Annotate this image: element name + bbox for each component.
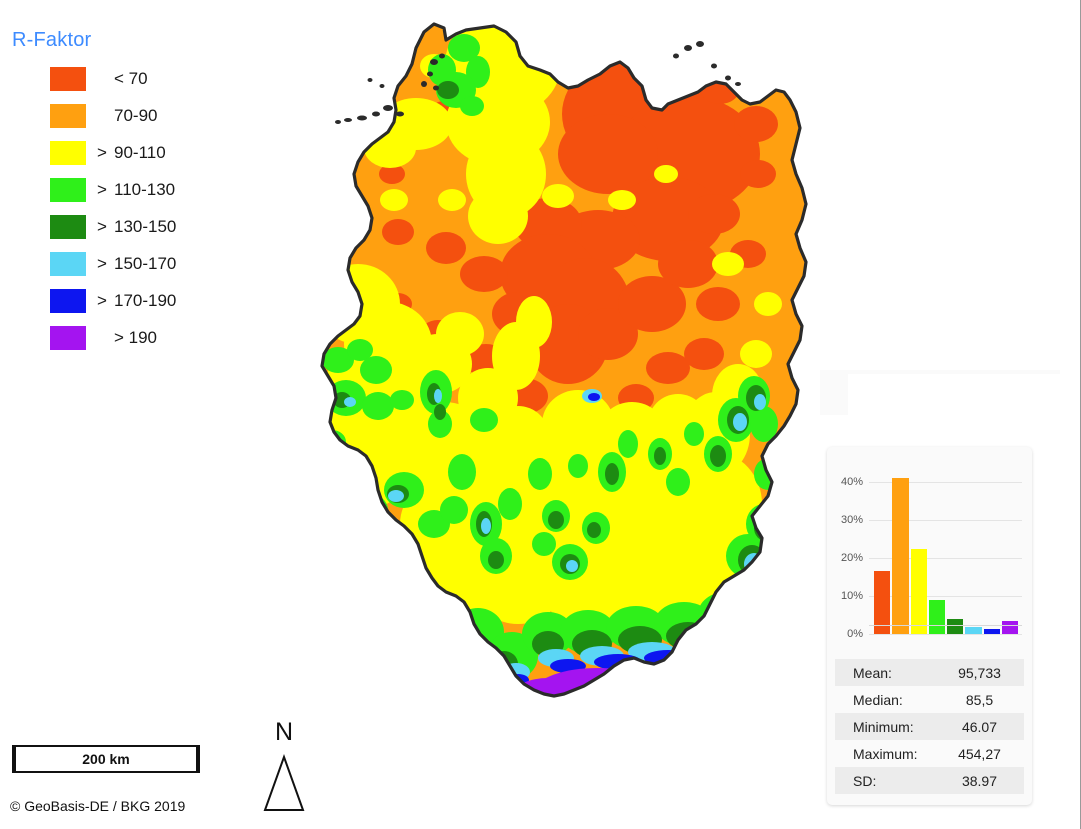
legend-item-label: 90-110 (114, 143, 166, 162)
scale-bar-label: 200 km (82, 751, 130, 767)
gridline (869, 520, 1022, 521)
legend-greater-than-symbol: > (97, 291, 107, 310)
legend-color-swatch (50, 178, 86, 202)
north-triangle-icon (263, 754, 305, 811)
histogram-bar[interactable] (910, 548, 927, 634)
legend-item[interactable]: >110-130 (10, 177, 225, 203)
legend-rows: < 70 70-90 >90-110 >110-130 >130-150 >150-170… (10, 66, 225, 351)
legend-item[interactable]: >90-110 (10, 140, 225, 166)
histogram-bars (874, 463, 1018, 634)
histogram-bar[interactable] (983, 629, 1000, 634)
legend-item-label: 150-170 (114, 254, 177, 273)
map-canvas[interactable] (248, 4, 828, 764)
statistic-value: 454,27 (958, 745, 1001, 762)
legend-title: R-Faktor (12, 29, 92, 51)
statistic-label: Maximum: (853, 745, 918, 762)
legend-item[interactable]: >150-170 (10, 251, 225, 277)
legend-color-swatch (50, 289, 86, 313)
statistics-panel: 0% 10% 20% 30% 40% Mean: 95,733 Median: 85,5 Min… (827, 447, 1032, 805)
statistic-row: Median: 85,5 (835, 686, 1024, 713)
gridline (869, 482, 1022, 483)
north-arrow: N (258, 718, 310, 814)
scale-bar: 200 km (12, 745, 200, 773)
legend-item[interactable]: >130-150 (10, 214, 225, 240)
map-legend: R-Faktor < 70 70-90 >90-110 >110-130 >130-15… (10, 28, 225, 362)
legend-color-swatch (50, 215, 86, 239)
legend-item[interactable]: < 70 (10, 66, 225, 92)
legend-greater-than-symbol: > (97, 180, 107, 199)
statistic-value: 38.97 (961, 772, 998, 789)
legend-item[interactable]: >170-190 (10, 288, 225, 314)
legend-item-label: 130-150 (114, 217, 177, 236)
legend-greater-than-symbol: > (97, 143, 107, 162)
gridline (869, 634, 1022, 635)
legend-color-swatch (50, 67, 86, 91)
statistic-row: SD: 38.97 (835, 767, 1024, 794)
histogram-bar[interactable] (1001, 621, 1018, 634)
y-axis-tick-label: 0% (847, 628, 863, 640)
legend-color-swatch (50, 104, 86, 128)
statistic-row: Minimum: 46.07 (835, 713, 1024, 740)
legend-color-swatch (50, 141, 86, 165)
north-label: N (274, 718, 294, 746)
map-attribution: © GeoBasis-DE / BKG 2019 (10, 798, 186, 814)
histogram-bar[interactable] (928, 599, 945, 634)
statistic-value: 85,5 (965, 691, 994, 708)
gridline (869, 596, 1022, 597)
legend-color-swatch (50, 326, 86, 350)
scale-bar-box: 200 km (12, 747, 200, 773)
y-axis-tick-label: 30% (840, 514, 863, 526)
germany-r-factor-map[interactable] (248, 4, 828, 764)
statistic-value: 46.07 (961, 718, 998, 735)
legend-item-label: > 190 (114, 328, 158, 347)
histogram-bar[interactable] (874, 571, 891, 634)
y-axis-tick-label: 20% (840, 552, 863, 564)
y-axis-tick-label: 10% (840, 590, 863, 602)
statistic-row: Maximum: 454,27 (835, 740, 1024, 767)
legend-item-label: 110-130 (114, 180, 176, 199)
legend-item-label: < 70 (114, 69, 148, 88)
legend-greater-than-symbol: > (97, 254, 107, 273)
scale-bar-top-rule (12, 745, 200, 747)
legend-greater-than-symbol: > (97, 217, 107, 236)
histogram-chart[interactable]: 0% 10% 20% 30% 40% (827, 447, 1032, 652)
statistic-label: Median: (853, 691, 903, 708)
statistic-label: Mean: (853, 664, 892, 681)
coastal-islets (335, 41, 741, 124)
statistics-table: Mean: 95,733 Median: 85,5 Minimum: 46.07 Maxim… (835, 659, 1024, 794)
histogram-bar[interactable] (965, 626, 982, 634)
legend-item-label: 170-190 (114, 291, 177, 310)
legend-item[interactable]: > 190 (10, 325, 225, 351)
legend-item-label: 70-90 (114, 106, 158, 125)
statistic-row: Mean: 95,733 (835, 659, 1024, 686)
histogram-bar[interactable] (947, 618, 964, 634)
gridline (869, 558, 1022, 559)
germany-border (320, 22, 808, 698)
statistic-label: Minimum: (853, 718, 914, 735)
statistic-value: 95,733 (958, 664, 1001, 681)
legend-item[interactable]: 70-90 (10, 103, 225, 129)
legend-color-swatch (50, 252, 86, 276)
statistic-label: SD: (853, 772, 877, 789)
histogram-axis-line (869, 625, 1022, 626)
histogram-bar[interactable] (892, 478, 909, 634)
y-axis-tick-label: 40% (840, 476, 863, 488)
panel-backdrop-inner (848, 374, 1060, 440)
histogram-plot-area: 0% 10% 20% 30% 40% (827, 455, 1026, 652)
map-contour-layer (322, 24, 806, 696)
